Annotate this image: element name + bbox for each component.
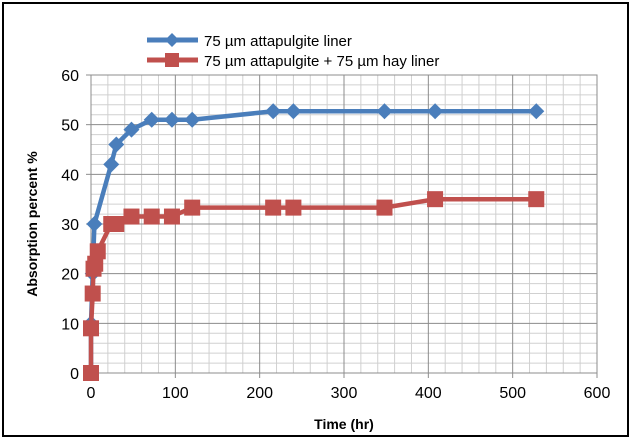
data-point-square (123, 208, 140, 225)
data-point-square (528, 191, 545, 208)
legend-entry-series-1: 75 µm attapulgite liner (147, 33, 352, 50)
tick-labels: 0 100 200 300 400 500 600 0 10 20 30 40 50 60 (61, 68, 610, 402)
data-point-square (265, 199, 282, 216)
y-tick-label: 50 (61, 118, 79, 135)
data-point-diamond (528, 103, 545, 120)
data-point-diamond (123, 121, 140, 138)
data-point-square (89, 243, 106, 260)
x-tick-label: 500 (499, 385, 526, 402)
x-tick-label: 200 (246, 385, 273, 402)
series-2 (83, 191, 545, 381)
data-point-diamond (376, 103, 393, 120)
data-point-diamond (285, 103, 302, 120)
y-tick-label: 0 (70, 366, 79, 383)
data-point-square (143, 208, 160, 225)
data-point-square (83, 365, 99, 381)
y-tick-label: 10 (61, 316, 79, 333)
data-point-square (163, 208, 180, 225)
x-tick-label: 600 (584, 385, 611, 402)
data-point-diamond (427, 103, 444, 120)
legend-entry-series-2: 75 µm attapulgite + 75 µm hay liner (147, 53, 439, 70)
data-point-square (376, 199, 393, 216)
data-point-square (87, 255, 104, 272)
data-point-diamond (265, 103, 282, 120)
data-point-square (184, 199, 201, 216)
y-tick-label: 40 (61, 167, 79, 184)
y-tick-label: 20 (61, 267, 79, 284)
y-tick-label: 30 (61, 217, 79, 234)
legend: 75 µm attapulgite liner 75 µm attapulgit… (147, 33, 439, 70)
series-layer (83, 103, 545, 381)
x-tick-label: 400 (415, 385, 442, 402)
data-point-diamond (86, 216, 103, 232)
legend-label-series-1: 75 µm attapulgite liner (204, 33, 352, 50)
y-tick-label: 60 (61, 68, 79, 85)
data-point-square (285, 199, 302, 216)
legend-marker-series-1 (165, 33, 179, 47)
x-tick-label: 0 (87, 385, 96, 402)
data-point-diamond (184, 111, 201, 128)
x-axis-title: Time (hr) (314, 416, 374, 432)
data-point-diamond (103, 156, 120, 173)
legend-marker-series-2 (165, 53, 179, 67)
data-point-diamond (143, 111, 160, 128)
data-point-square (83, 320, 99, 337)
data-point-square (84, 285, 101, 302)
legend-label-series-2: 75 µm attapulgite + 75 µm hay liner (204, 53, 439, 70)
data-point-diamond (108, 136, 125, 153)
data-point-square (427, 191, 444, 208)
x-tick-label: 100 (162, 385, 189, 402)
data-point-square (108, 216, 125, 232)
y-axis-title: Absorption percent % (24, 151, 40, 297)
data-point-diamond (163, 111, 180, 128)
x-tick-label: 300 (331, 385, 358, 402)
